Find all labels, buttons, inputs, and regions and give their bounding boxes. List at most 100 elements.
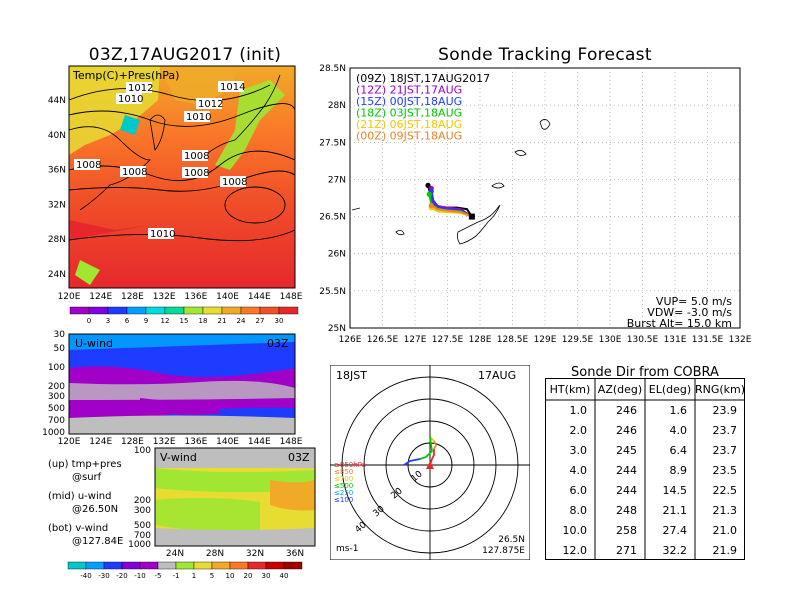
taiwan-patch [75,260,100,285]
track-lon-tick: 128.5E [497,335,529,345]
table-cell: 246 [616,404,637,417]
colorbar-tick: 3 [106,317,110,325]
track-legend-item: (09Z) 18JST,17AUG2017 [356,72,490,85]
vwind-lat-ticks: 24N 28N 32N 36N [166,549,304,559]
colorbar-swatch [121,561,141,570]
uwind-p-tick: 1000 [42,428,65,438]
hodo-lon: 127.875E [482,546,525,556]
track-endpoint [426,191,432,197]
colorbar-swatch [69,306,90,315]
colorbar-tick: 18 [199,317,208,325]
temp-lat-tick: 44N [48,96,66,106]
uwind-p-tick: 300 [48,392,65,402]
table-cell: 14.5 [663,484,688,497]
svg-text:1012: 1012 [128,83,153,94]
temp-lat-tick: 24N [48,270,66,280]
colorbar-swatch [247,561,267,570]
table-cell: 21.0 [713,524,738,537]
track-lat-tick: 27N [328,175,346,185]
track-legend-item: (15Z) 00JST,18AUG [356,95,462,108]
table-cell: 6.0 [570,484,588,497]
colorbar-swatch [88,306,109,315]
temp-lon-tick: 128E [121,292,144,302]
colorbar-tick: 20 [244,572,253,580]
track-lat-tick: 28N [328,101,346,111]
svg-text:1008: 1008 [184,151,209,162]
colorbar-swatch [240,306,261,315]
uwind-p-tick: 200 [48,382,65,392]
colorbar-swatch [265,561,285,570]
colorbar-tick: 5 [210,572,214,580]
colorbar-tick: 40 [280,572,289,580]
colorbar-tick: -30 [98,572,109,580]
colorbar-tick: -5 [155,572,162,580]
isobar-labels: 1012 1010 1014 1012 1010 1008 1008 1008 … [74,81,247,240]
temp-lon-tick: 120E [58,292,81,302]
colorbar-swatch [202,306,223,315]
track-lon-tick: 127E [404,335,427,345]
colorbar-swatch [211,561,231,570]
islands [351,119,551,245]
track-lon-tick: 129E [534,335,557,345]
colorbar-tick: 24 [237,317,246,325]
colorbar-swatch [283,561,303,570]
table-cell: 4.0 [670,424,688,437]
uwind-lon-tick: 124E [89,437,112,447]
hodo-level-labels: ≥850hPa≤850≤700≤500≤250≤100 [334,461,366,504]
colorbar-swatch [107,306,128,315]
svg-text:1008: 1008 [222,177,247,188]
uwind-label: U-wind [75,337,113,350]
colorbar-swatch [85,561,105,570]
track-legend-item: (21Z) 06JST,18AUG [356,118,462,131]
uwind-lon-tick: 144E [248,437,271,447]
vwind-p-tick: 700 [134,531,151,541]
launch-site-marker [468,213,475,220]
colorbar-swatch [126,306,147,315]
vwind-p-tick: 500 [134,521,151,531]
track-lat-tick: 28.5N [319,64,346,74]
svg-text:1010: 1010 [186,112,211,123]
temp-colorbar: 0 3 6 9 12 15 18 21 24 27 30 [69,306,299,325]
colorbar-swatch [145,306,166,315]
hodo-level-label: ≤850 [334,468,353,476]
vwind-p-tick: 100 [134,446,151,456]
vwind-p-tick: 1000 [128,540,151,550]
colorbar-tick: 9 [144,317,148,325]
colorbar-tick: 27 [256,317,265,325]
colorbar-swatch [278,306,299,315]
sonde-table-title: Sonde Dir from COBRA [571,365,719,380]
track-params: VUP= 5.0 m/s VDW= -3.0 m/s Burst Alt= 15… [627,295,733,330]
track-lon-tick: 130E [599,335,622,345]
vwind-time: 03Z [288,451,310,464]
uwind-p-tick: 100 [48,363,65,373]
hodo-trace [403,436,438,466]
uwind-lon-tick: 136E [184,437,207,447]
track-lon-ticks: 126E 126.5E 127E 127.5E 128E 128.5E 129E 129.5E… [339,335,752,345]
table-cell: 23.5 [713,464,738,477]
colorbar-swatch [193,561,213,570]
table-cell: 244 [616,484,637,497]
table-cell: 2.0 [570,424,588,437]
uwind-lon-tick: 140E [216,437,239,447]
tracking-grid [350,68,740,328]
track-endpoint [428,202,434,209]
table-header-cell: EL(deg) [649,383,691,396]
table-cell: 23.7 [713,444,738,457]
table-cell: 22.5 [713,484,738,497]
temp-lat-tick: 28N [48,235,66,245]
hodo-date: 17AUG [478,369,516,382]
uwind-p-tick: 700 [48,416,65,426]
hodo-level-label: ≤250 [334,489,353,497]
vwind-lat-tick: 28N [206,549,224,559]
colorbar-tick: 6 [125,317,130,325]
track-lat-ticks: 28.5N 28N 27.5N 27N 26.5N 26N 25.5N 25N [319,64,346,334]
svg-text:1008: 1008 [76,160,101,171]
tracking-title: Sonde Tracking Forecast [438,45,652,65]
colorbar-tick: 1 [192,572,196,580]
track-lon-tick: 126.5E [367,335,399,345]
table-cell: 8.9 [670,464,688,477]
table-cell: 246 [616,424,637,437]
